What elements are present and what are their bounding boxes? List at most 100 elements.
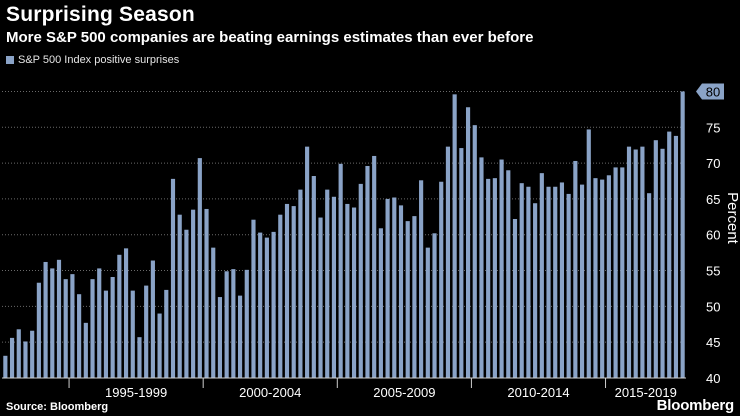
- bar: [667, 131, 672, 378]
- bar: [392, 197, 397, 378]
- x-period-label: 2005-2009: [373, 385, 435, 400]
- bar: [224, 271, 229, 378]
- chart-legend: S&P 500 Index positive surprises: [6, 54, 179, 66]
- source-note: Source: Bloomberg: [6, 401, 109, 413]
- bar: [331, 196, 337, 378]
- bar: [271, 231, 276, 378]
- bar: [70, 274, 75, 378]
- last-value-label: 80: [706, 84, 720, 99]
- y-tick-label: 60: [706, 228, 720, 243]
- bar: [291, 206, 296, 378]
- bar: [526, 186, 531, 378]
- bar: [358, 183, 363, 378]
- y-tick-label: 75: [706, 120, 720, 135]
- bar: [157, 313, 162, 378]
- bar: [110, 277, 115, 378]
- bar: [680, 91, 685, 378]
- bar: [479, 157, 484, 378]
- bar: [385, 198, 390, 378]
- y-axis-label: Percent: [724, 192, 740, 245]
- bar: [425, 247, 430, 378]
- bar: [278, 214, 283, 378]
- bar: [372, 155, 377, 378]
- bar: [613, 167, 618, 378]
- bar: [600, 179, 605, 378]
- x-period-label: 2015-2019: [615, 385, 677, 400]
- bar: [533, 203, 538, 378]
- bar: [472, 125, 477, 378]
- bar: [465, 107, 471, 378]
- bar: [264, 237, 269, 378]
- bar: [170, 178, 176, 378]
- bar: [50, 268, 55, 378]
- bar: [378, 228, 383, 378]
- chart-title: Surprising Season: [6, 3, 195, 26]
- bar: [593, 178, 598, 378]
- bar: [398, 205, 404, 378]
- y-tick-label: 40: [706, 371, 720, 386]
- x-period-label: 2000-2004: [239, 385, 301, 400]
- bar: [258, 232, 263, 378]
- y-tick-label: 65: [706, 192, 720, 207]
- bar: [579, 184, 585, 378]
- bar: [217, 297, 223, 378]
- y-tick-label: 45: [706, 335, 720, 350]
- bar: [606, 175, 611, 378]
- bar: [103, 290, 109, 378]
- y-tick-label: 55: [706, 264, 720, 279]
- bar: [3, 355, 8, 378]
- bar: [459, 148, 464, 378]
- bar: [43, 261, 48, 378]
- bar: [177, 214, 182, 378]
- bar: [144, 285, 149, 378]
- bar: [452, 94, 457, 378]
- legend-label: S&P 500 Index positive surprises: [18, 54, 180, 66]
- bar: [640, 146, 645, 378]
- bar: [653, 140, 658, 378]
- bar: [338, 163, 343, 378]
- bar: [137, 337, 142, 378]
- bar: [365, 165, 370, 378]
- bar: [566, 193, 571, 378]
- bar: [311, 176, 316, 378]
- bar: [660, 148, 665, 378]
- bar: [305, 146, 310, 378]
- bar: [16, 329, 21, 378]
- bar: [633, 149, 638, 378]
- bar: [432, 233, 437, 378]
- x-period-label: 2010-2014: [507, 385, 569, 400]
- bar: [586, 129, 591, 378]
- bar: [56, 259, 62, 378]
- bar: [123, 248, 129, 378]
- bar: [97, 268, 102, 378]
- bar: [559, 182, 565, 378]
- legend-swatch: [6, 56, 14, 64]
- bar: [419, 180, 424, 378]
- bar: [325, 189, 330, 378]
- bar: [231, 269, 236, 378]
- bar: [512, 218, 518, 378]
- bar: [351, 207, 357, 378]
- y-tick-label: 70: [706, 156, 720, 171]
- bar: [412, 216, 417, 378]
- bar: [77, 294, 82, 378]
- bar: [117, 254, 122, 378]
- bar: [251, 219, 256, 378]
- bar: [23, 341, 28, 378]
- chart-subtitle: More S&P 500 companies are beating earni…: [6, 29, 534, 46]
- bar: [164, 289, 169, 378]
- bar: [553, 186, 558, 378]
- last-value-marker: [696, 83, 724, 100]
- bar: [506, 170, 511, 378]
- bar: [626, 146, 632, 378]
- bar: [204, 208, 209, 378]
- bar: [539, 173, 544, 378]
- bar: [244, 269, 249, 378]
- bar: [486, 178, 491, 378]
- bar: [492, 178, 497, 378]
- bar: [237, 295, 243, 378]
- bar: [345, 203, 350, 378]
- bar: [405, 221, 410, 378]
- x-period-label: 1995-1999: [105, 385, 167, 400]
